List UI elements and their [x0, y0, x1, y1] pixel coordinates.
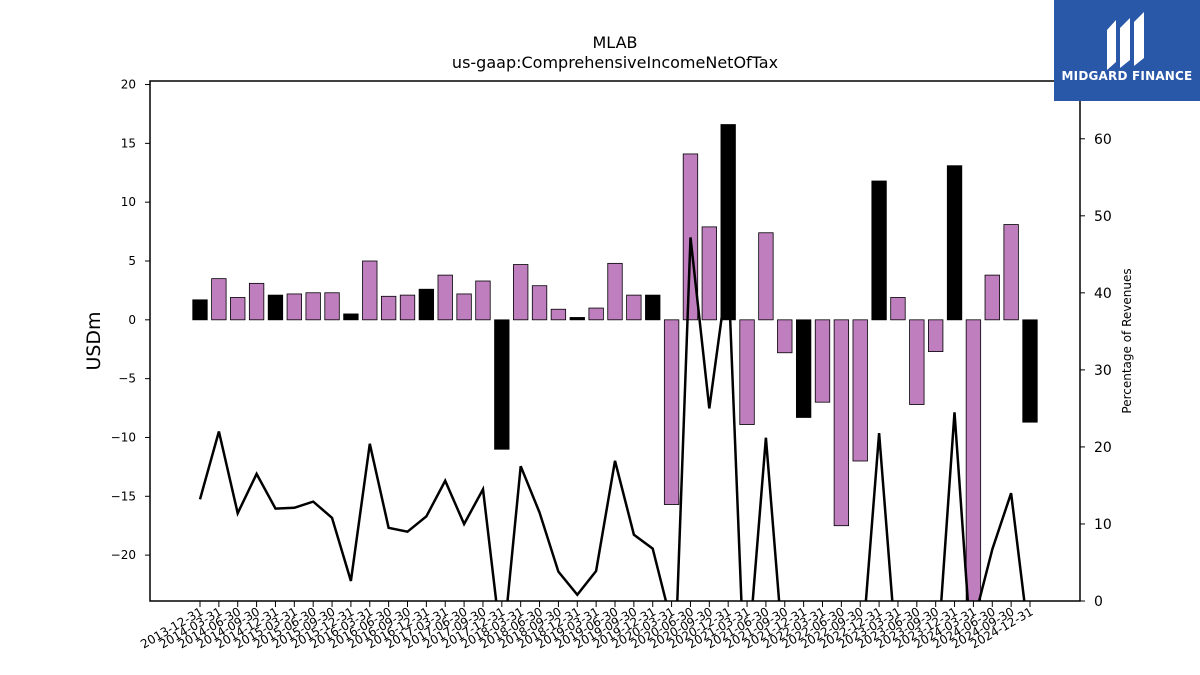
bar: [588, 307, 604, 321]
bar: [1003, 224, 1019, 321]
y2-tick-label: 20: [1094, 440, 1112, 456]
series-line-segment: [751, 437, 781, 602]
y-tick-label: 20: [121, 78, 136, 92]
bar: [494, 319, 510, 450]
bar: [814, 319, 831, 403]
midgard-finance-logo: MIDGARD FINANCE: [1054, 0, 1200, 101]
bar: [871, 180, 887, 321]
bar: [475, 280, 491, 321]
bar: [362, 260, 378, 321]
bar: [305, 292, 321, 321]
bar: [984, 274, 1000, 321]
y-tick-label: −20: [111, 548, 136, 562]
bar: [795, 319, 812, 418]
series-line-segment: [977, 492, 1026, 602]
bar: [531, 285, 548, 321]
bar: [324, 292, 340, 321]
series-line-segment: [864, 433, 894, 602]
y-axis-label: USDm: [83, 311, 105, 370]
bar: [437, 274, 453, 321]
bar: [890, 297, 906, 321]
y-tick-label: 0: [128, 313, 136, 327]
bar: [343, 313, 359, 321]
bar: [267, 294, 284, 321]
bar: [569, 317, 585, 321]
y2-tick-label: 50: [1094, 209, 1112, 225]
bar: [946, 165, 963, 321]
y-tick-label: −10: [111, 430, 136, 444]
bar: [230, 297, 246, 321]
bar: [626, 294, 642, 321]
chart-subtitle: us-gaap:ComprehensiveIncomeNetOfTax: [452, 53, 778, 72]
logo-mark-icon: [1107, 12, 1144, 70]
series-line-segment: [198, 431, 498, 602]
bar: [513, 264, 529, 321]
bar: [777, 319, 793, 354]
bar: [248, 282, 265, 321]
bar: [852, 319, 868, 462]
bar: [928, 319, 944, 352]
y2-tick-label: 40: [1094, 286, 1112, 302]
bar: [909, 319, 925, 405]
y-tick-label: 15: [121, 136, 136, 150]
series-line-segment: [676, 237, 743, 602]
logo-text: MIDGARD FINANCE: [1061, 69, 1193, 83]
bar: [701, 226, 717, 321]
y-tick-label: −5: [118, 372, 136, 386]
bar: [286, 293, 302, 321]
series-line-segment: [940, 412, 970, 602]
bar: [682, 153, 699, 321]
bar: [399, 294, 416, 321]
y-tick-label: 5: [128, 254, 136, 268]
series-line-segment: [506, 460, 668, 602]
bar: [607, 262, 623, 321]
bar: [418, 288, 435, 321]
bar: [833, 319, 850, 527]
y2-axis-label: Percentage of Revenues: [1120, 268, 1134, 413]
bar: [192, 299, 208, 321]
bar: [1022, 319, 1038, 423]
y2-tick-label: 60: [1094, 132, 1112, 148]
bar: [720, 124, 736, 321]
bar: [739, 319, 755, 425]
bar: [380, 295, 397, 321]
y-tick-label: −15: [111, 489, 136, 503]
bar: [645, 294, 661, 321]
bar: [758, 232, 774, 321]
y-tick-label: 10: [121, 195, 136, 209]
plot-area-frame: [149, 80, 1081, 602]
bar: [456, 293, 472, 321]
bar: [965, 319, 982, 602]
chart-title: MLAB: [592, 33, 637, 52]
bar: [550, 308, 567, 321]
bar: [663, 319, 680, 505]
y2-tick-label: 30: [1094, 363, 1112, 379]
y2-tick-label: 10: [1094, 517, 1112, 533]
y2-tick-label: 0: [1094, 594, 1103, 610]
bar: [211, 278, 227, 321]
